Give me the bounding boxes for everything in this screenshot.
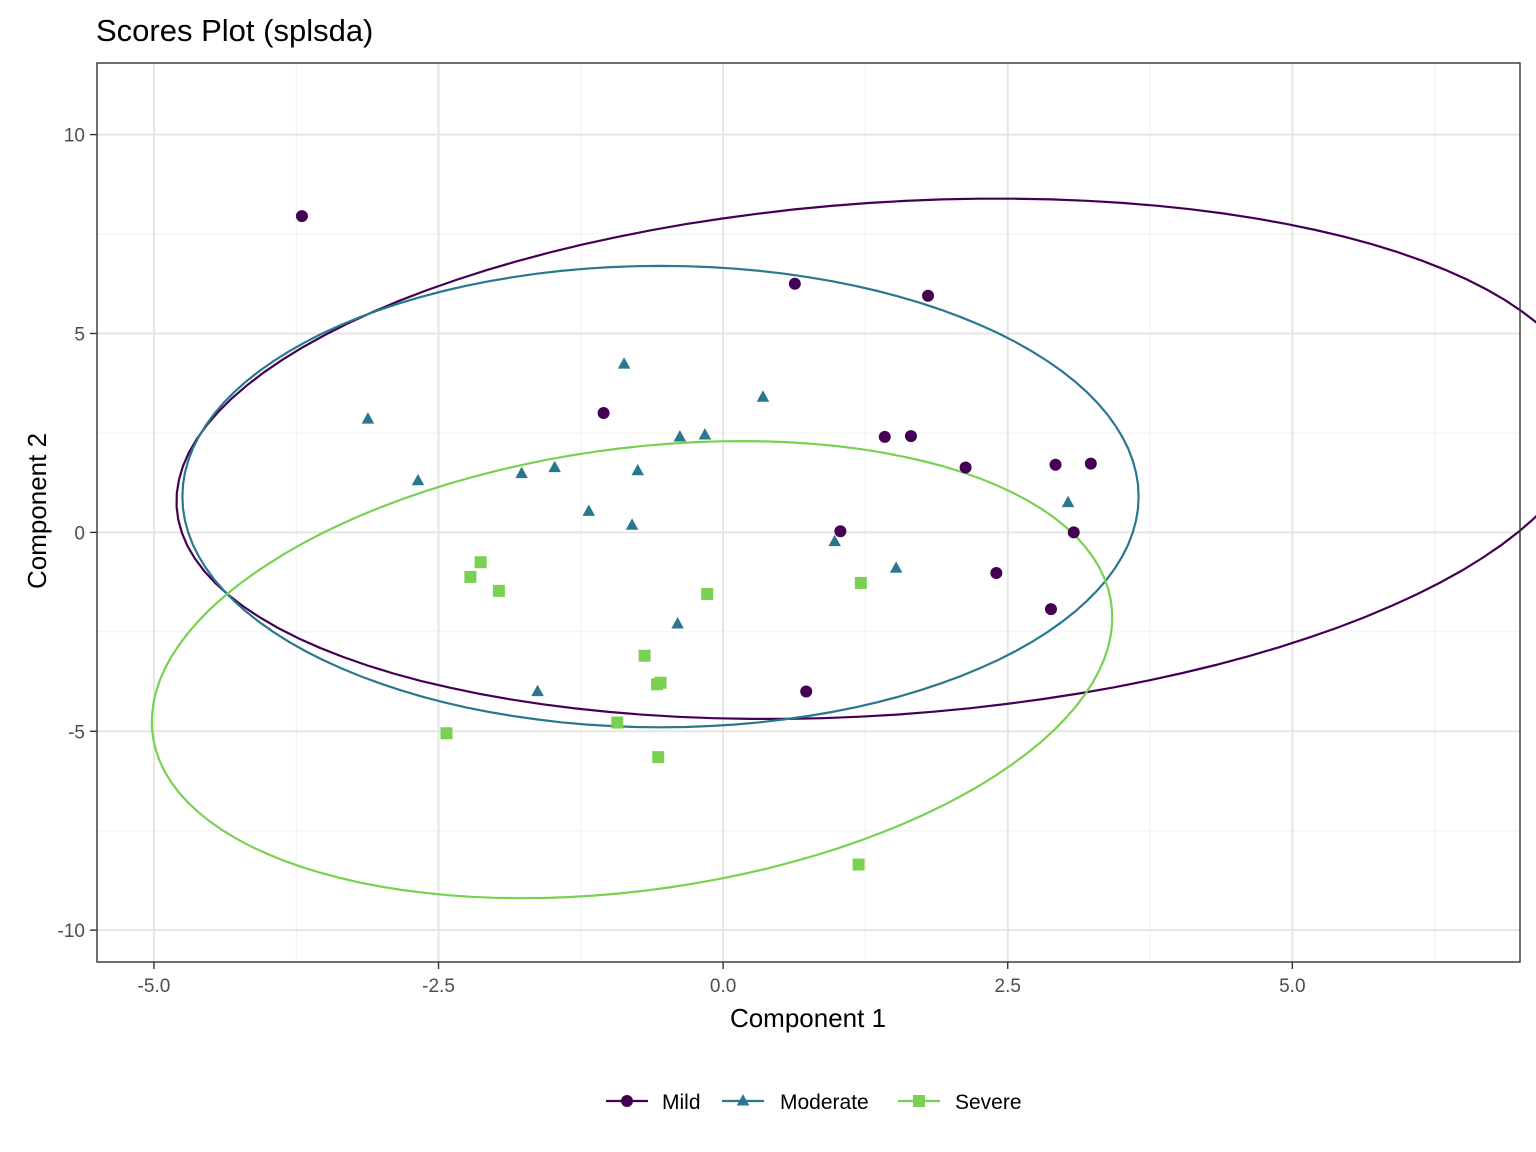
- legend-key-marker: [621, 1095, 633, 1107]
- legend-item-mild: Mild: [606, 1091, 701, 1114]
- legend-item-severe: Severe: [898, 1091, 1022, 1114]
- point-mild: [834, 525, 847, 538]
- y-tick-label: 10: [64, 126, 85, 147]
- confidence-ellipse-moderate: [181, 264, 1140, 729]
- point-severe: [440, 727, 453, 740]
- point-moderate: [631, 463, 645, 476]
- point-mild: [922, 289, 935, 302]
- plot-area: -5.0 -2.5 0.0 2.5 5.0 -10 -5 0 5 10: [58, 62, 1536, 997]
- point-mild: [1067, 526, 1080, 539]
- x-tick-label: 0.0: [710, 976, 736, 997]
- point-severe: [474, 556, 487, 569]
- point-mild: [990, 566, 1003, 579]
- point-mild: [295, 210, 308, 223]
- legend-key-marker: [736, 1094, 750, 1106]
- legend-label: Severe: [955, 1091, 1022, 1114]
- point-severe: [701, 588, 714, 601]
- chart-title: Scores Plot (splsda): [96, 13, 373, 48]
- point-moderate: [582, 504, 596, 516]
- point-mild: [1044, 603, 1057, 616]
- point-moderate: [531, 684, 544, 697]
- y-axis-title: Component 2: [22, 433, 52, 589]
- y-tick-label: -5: [68, 722, 85, 743]
- y-tick-label: 0: [74, 523, 85, 544]
- point-moderate: [411, 473, 425, 486]
- point-severe: [852, 858, 865, 871]
- point-moderate: [548, 460, 561, 473]
- confidence-ellipse-mild: [175, 197, 1536, 721]
- point-moderate: [671, 617, 684, 629]
- legend-label: Mild: [662, 1091, 701, 1114]
- panel-border: [96, 62, 1521, 963]
- y-tick-label: -10: [58, 921, 85, 942]
- x-tick-label: 2.5: [995, 976, 1021, 997]
- point-mild: [1049, 458, 1062, 471]
- point-moderate: [828, 534, 841, 547]
- point-moderate: [756, 390, 770, 402]
- point-moderate: [617, 357, 631, 369]
- y-tick-label: 5: [74, 324, 85, 345]
- legend-label: Moderate: [780, 1091, 869, 1114]
- point-severe: [651, 678, 664, 691]
- point-mild: [597, 407, 610, 420]
- point-mild: [878, 430, 891, 443]
- point-moderate: [673, 430, 687, 442]
- point-moderate: [698, 428, 712, 440]
- point-mild: [800, 685, 813, 698]
- point-moderate: [361, 412, 375, 424]
- point-severe: [652, 751, 665, 764]
- point-severe: [638, 649, 651, 662]
- point-severe: [854, 576, 867, 589]
- point-moderate: [515, 466, 528, 479]
- point-moderate: [889, 561, 903, 573]
- point-moderate: [1061, 495, 1075, 508]
- x-tick-label: -5.0: [138, 976, 171, 997]
- legend-key-marker: [913, 1095, 925, 1107]
- panel-background: [97, 63, 1520, 962]
- confidence-ellipse-severe: [150, 439, 1114, 900]
- point-mild: [959, 461, 972, 474]
- legend: Mild Moderate Severe: [606, 1091, 1022, 1114]
- x-tick-label: -2.5: [422, 976, 455, 997]
- point-mild: [788, 277, 801, 290]
- point-mild: [1084, 457, 1097, 470]
- point-severe: [492, 584, 505, 597]
- x-tick-label: 5.0: [1279, 976, 1305, 997]
- point-severe: [611, 716, 624, 729]
- point-mild: [904, 430, 917, 443]
- point-severe: [464, 570, 477, 583]
- x-axis-title: Component 1: [730, 1003, 886, 1033]
- legend-item-moderate: Moderate: [722, 1091, 869, 1114]
- point-moderate: [625, 518, 639, 530]
